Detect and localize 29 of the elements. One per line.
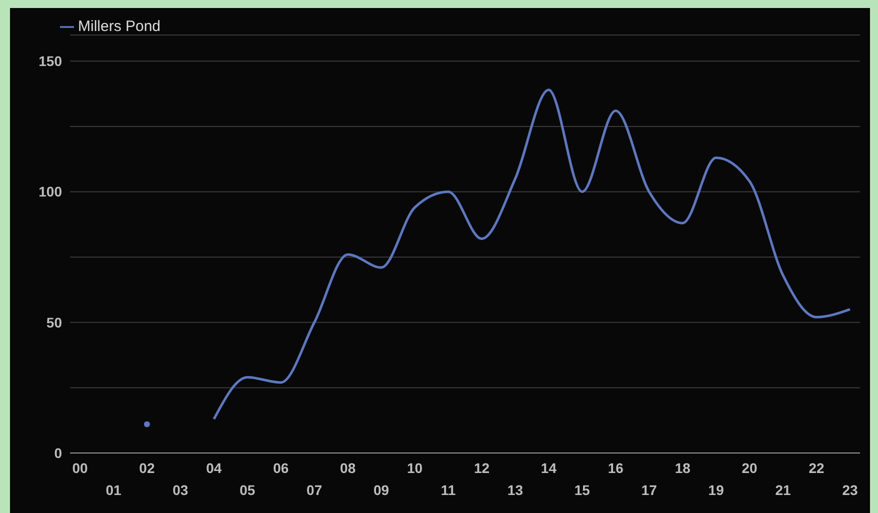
y-tick-label: 100 xyxy=(38,184,62,200)
y-tick-label: 150 xyxy=(38,53,62,70)
x-tick-label: 21 xyxy=(775,482,792,498)
x-tick-label: 19 xyxy=(708,482,724,498)
x-tick-label: 16 xyxy=(608,460,624,476)
x-tick-label: 09 xyxy=(374,482,390,498)
x-tick-label: 04 xyxy=(206,460,222,476)
y-tick-label: 0 xyxy=(54,444,62,461)
y-tick-label: 50 xyxy=(46,314,62,330)
x-tick-label: 05 xyxy=(240,482,256,498)
x-tick-label: 12 xyxy=(474,460,490,476)
x-tick-label: 07 xyxy=(306,482,322,498)
x-tick-label: 15 xyxy=(574,482,590,498)
x-tick-label: 10 xyxy=(406,460,423,476)
x-tick-label: 06 xyxy=(273,460,289,476)
x-tick-label: 18 xyxy=(674,460,691,476)
x-tick-label: 22 xyxy=(808,460,825,476)
x-tick-label: 00 xyxy=(72,460,88,476)
x-tick-label: 14 xyxy=(540,460,557,476)
legend-label: Millers Pond xyxy=(78,18,161,35)
x-tick-label: 11 xyxy=(440,482,456,498)
x-tick-label: 23 xyxy=(842,482,858,498)
x-tick-label: 03 xyxy=(172,482,188,498)
x-tick-label: 02 xyxy=(139,460,155,476)
x-tick-label: 17 xyxy=(641,482,658,498)
x-tick-label: 20 xyxy=(742,460,758,476)
x-tick-label: 13 xyxy=(507,482,524,498)
x-tick-label: 01 xyxy=(106,482,122,498)
x-tick-label: 08 xyxy=(340,460,356,476)
